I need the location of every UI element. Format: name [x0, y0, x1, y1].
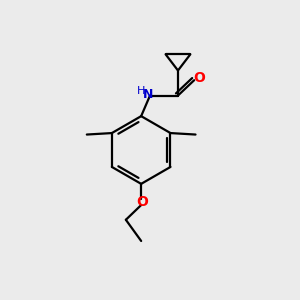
Text: N: N: [143, 88, 154, 101]
Text: O: O: [137, 195, 148, 209]
Text: O: O: [194, 71, 206, 85]
Text: H: H: [136, 86, 145, 96]
